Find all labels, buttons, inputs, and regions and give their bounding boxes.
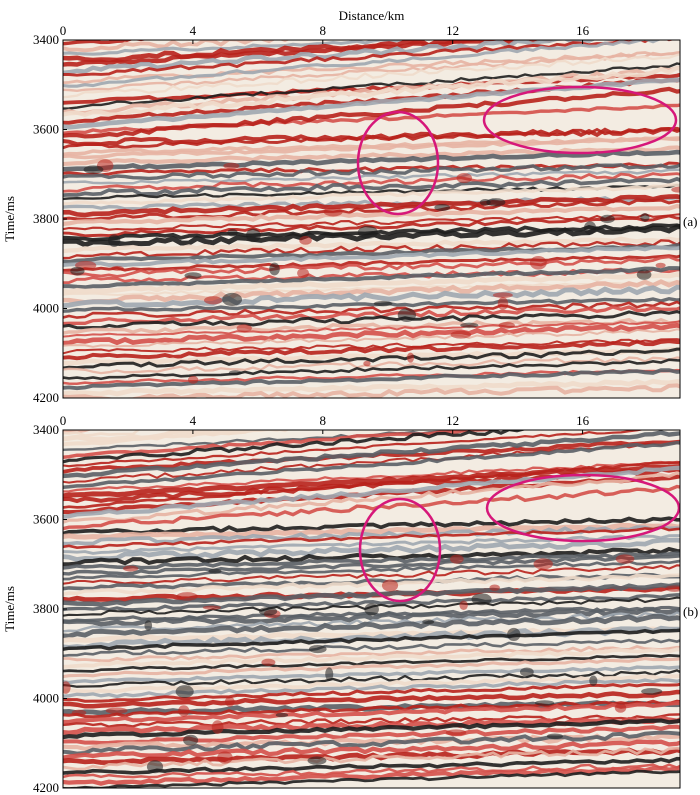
x-tick-label: 0 bbox=[60, 23, 67, 38]
y-tick-label: 3800 bbox=[33, 211, 59, 226]
x-tick-label: 16 bbox=[576, 413, 590, 428]
seismic-image bbox=[63, 430, 680, 788]
x-axis-label: Distance/km bbox=[339, 8, 405, 23]
highlight-ellipse bbox=[485, 473, 681, 543]
x-tick-label: 0 bbox=[60, 413, 67, 428]
y-tick-label: 3600 bbox=[33, 512, 59, 527]
y-axis-label: Time/ms bbox=[2, 586, 17, 632]
x-tick-label: 8 bbox=[320, 413, 327, 428]
seismic-image bbox=[63, 40, 680, 398]
y-tick-label: 3400 bbox=[33, 32, 59, 47]
x-tick-label: 8 bbox=[320, 23, 327, 38]
x-tick-label: 4 bbox=[190, 413, 197, 428]
y-tick-label: 3800 bbox=[33, 601, 59, 616]
y-tick-label: 4000 bbox=[33, 691, 59, 706]
y-tick-label: 4200 bbox=[33, 390, 59, 405]
x-tick-label: 12 bbox=[446, 413, 459, 428]
x-tick-label: 16 bbox=[576, 23, 590, 38]
panel-label: (b) bbox=[683, 604, 698, 619]
y-tick-label: 3400 bbox=[33, 422, 59, 437]
highlight-ellipse bbox=[482, 85, 678, 155]
x-tick-label: 12 bbox=[446, 23, 459, 38]
highlight-ellipse bbox=[358, 497, 442, 603]
x-tick-label: 4 bbox=[190, 23, 197, 38]
y-tick-label: 4000 bbox=[33, 301, 59, 316]
highlight-ellipse bbox=[356, 110, 440, 216]
y-axis-label: Time/ms bbox=[2, 196, 17, 242]
y-tick-label: 4200 bbox=[33, 780, 59, 795]
y-tick-label: 3600 bbox=[33, 122, 59, 137]
panel-label: (a) bbox=[683, 214, 697, 229]
